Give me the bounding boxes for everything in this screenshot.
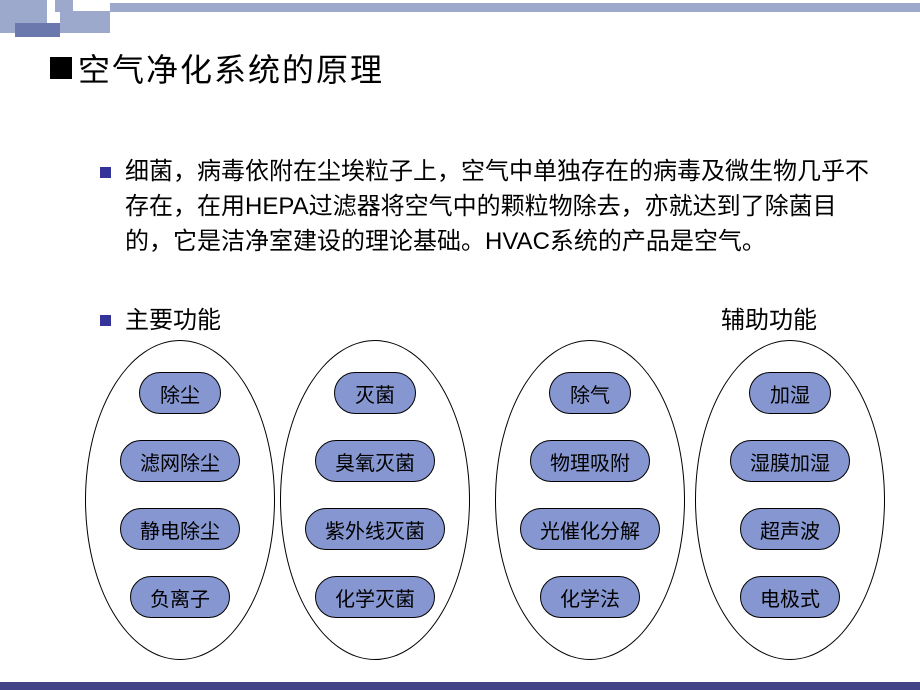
function-pill: 灭菌 bbox=[334, 372, 416, 414]
function-pill: 负离子 bbox=[130, 576, 230, 618]
body-section: 细菌，病毒依附在尘埃粒子上，空气中单独存在的病毒及微生物几乎不存在，在用HEPA… bbox=[100, 155, 880, 259]
deco-block bbox=[60, 11, 110, 33]
deco-block bbox=[15, 23, 60, 37]
function-pill: 湿膜加湿 bbox=[730, 440, 850, 482]
title-bullet bbox=[50, 57, 72, 79]
function-pill: 化学灭菌 bbox=[315, 576, 435, 618]
body-paragraph: 细菌，病毒依附在尘埃粒子上，空气中单独存在的病毒及微生物几乎不存在，在用HEPA… bbox=[125, 155, 880, 259]
slide-title: 空气净化系统的原理 bbox=[78, 45, 384, 91]
function-labels-row: 主要功能 辅助功能 bbox=[100, 300, 880, 335]
function-pill: 物理吸附 bbox=[530, 440, 650, 482]
function-pill: 臭氧灭菌 bbox=[315, 440, 435, 482]
function-pill: 除气 bbox=[549, 372, 631, 414]
aux-function-label: 辅助功能 bbox=[721, 300, 817, 335]
bottom-bar bbox=[0, 682, 920, 690]
ellipse-group: 除气物理吸附光催化分解化学法 bbox=[495, 340, 685, 660]
function-pill: 静电除尘 bbox=[120, 508, 240, 550]
body-bullet-icon bbox=[100, 167, 111, 178]
top-decoration bbox=[0, 0, 920, 40]
diagram-area: 除尘滤网除尘静电除尘负离子灭菌臭氧灭菌紫外线灭菌化学灭菌除气物理吸附光催化分解化… bbox=[85, 340, 885, 660]
function-pill: 电极式 bbox=[740, 576, 840, 618]
function-pill: 超声波 bbox=[740, 508, 840, 550]
deco-block bbox=[110, 3, 920, 12]
ellipse-group: 加湿湿膜加湿超声波电极式 bbox=[695, 340, 885, 660]
function-pill: 光催化分解 bbox=[520, 508, 660, 550]
ellipse-group: 灭菌臭氧灭菌紫外线灭菌化学灭菌 bbox=[280, 340, 470, 660]
function-pill: 化学法 bbox=[540, 576, 640, 618]
function-pill: 除尘 bbox=[139, 372, 221, 414]
function-pill: 紫外线灭菌 bbox=[305, 508, 445, 550]
function-pill: 加湿 bbox=[749, 372, 831, 414]
main-function-label: 主要功能 bbox=[125, 300, 221, 335]
function-pill: 滤网除尘 bbox=[120, 440, 240, 482]
ellipse-group: 除尘滤网除尘静电除尘负离子 bbox=[85, 340, 275, 660]
slide-title-row: 空气净化系统的原理 bbox=[50, 45, 384, 91]
main-func-bullet-icon bbox=[100, 315, 111, 326]
